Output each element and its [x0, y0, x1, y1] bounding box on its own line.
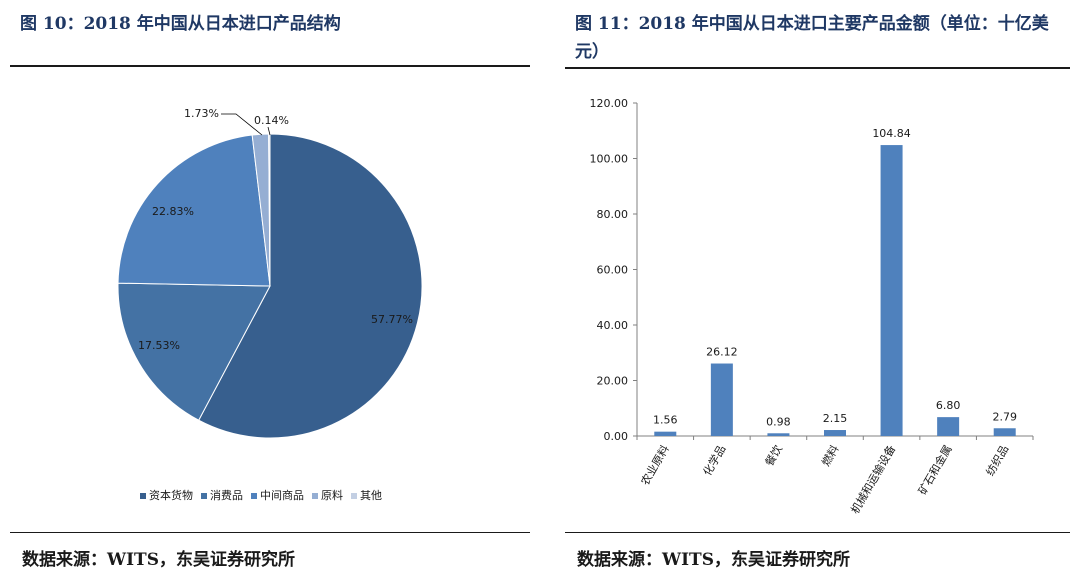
- bar: [767, 433, 790, 436]
- legend-label: 原料: [321, 489, 343, 502]
- legend-label: 消费品: [210, 489, 243, 502]
- legend-item: 中间商品: [251, 487, 304, 503]
- bar-chart: 0.00 20.00 40.00 60.00 80.00 100.00 120.00 1.56…: [590, 97, 1034, 517]
- bar: [880, 145, 903, 436]
- y-tick-label: 60.00: [597, 264, 629, 277]
- source-rule: [10, 532, 530, 533]
- bar: [710, 363, 733, 436]
- bar: [824, 430, 846, 436]
- leader-line: [221, 113, 263, 136]
- pie-data-label: 17.53%: [138, 339, 180, 352]
- pie-data-label: 0.14%: [254, 114, 289, 127]
- y-tick-label: 120.00: [590, 97, 629, 110]
- legend-swatch: [140, 493, 146, 499]
- x-tick-label: 纺织品: [983, 443, 1012, 479]
- legend-swatch: [201, 493, 207, 499]
- bar-value-label: 26.12: [706, 346, 738, 359]
- pie-chart: 57.77% 17.53% 22.83% 1.73% 0.14%: [117, 107, 423, 439]
- pie-slice-2: [117, 282, 271, 421]
- y-tick-label: 80.00: [597, 208, 629, 221]
- leader-line: [267, 126, 271, 136]
- legend-label: 中间商品: [260, 489, 304, 502]
- pie-slice-1: [198, 133, 423, 439]
- x-tick-label: 农业原料: [638, 443, 672, 488]
- pie-data-label: 57.77%: [371, 313, 413, 326]
- title-rule: [565, 67, 1070, 69]
- bar-value-label: 104.84: [872, 127, 911, 140]
- legend-item: 消费品: [201, 487, 243, 503]
- figure-10-title: 图 10：2018 年中国从日本进口产品结构: [20, 14, 341, 34]
- legend-swatch: [312, 493, 318, 499]
- data-source-note: 数据来源：WITS，东吴证券研究所: [577, 550, 850, 570]
- bar: [937, 417, 960, 436]
- title-rule: [10, 65, 530, 67]
- y-tick-label: 40.00: [597, 319, 629, 332]
- legend-swatch: [351, 493, 357, 499]
- legend-item: 其他: [351, 487, 382, 503]
- x-tick-label: 矿石和金属: [915, 443, 955, 498]
- right-figure-panel: 图 11：2018 年中国从日本进口主要产品金额（单位：十亿美元） 0.00 20…: [555, 0, 1080, 576]
- data-source-note: 数据来源：WITS，东吴证券研究所: [22, 550, 295, 570]
- legend-item: 原料: [312, 487, 343, 503]
- y-tick-label: 20.00: [597, 375, 629, 388]
- left-figure-panel: 图 10：2018 年中国从日本进口产品结构 57.77% 17.53% 22.83…: [10, 14, 530, 570]
- pie-data-label: 22.83%: [152, 205, 194, 218]
- x-tick-label: 机械和运输设备: [848, 443, 899, 517]
- pie-legend: 资本货物 消费品 中间商品 原料 其他: [140, 487, 390, 503]
- y-tick-label: 100.00: [590, 153, 629, 166]
- pie-slice-3: [117, 134, 271, 287]
- legend-swatch: [251, 493, 257, 499]
- legend-item: 资本货物: [140, 487, 193, 503]
- bar-value-label: 2.15: [823, 412, 848, 425]
- bar: [654, 431, 677, 436]
- x-tick-label: 餐饮: [762, 443, 785, 469]
- legend-label: 资本货物: [149, 489, 193, 502]
- figure-11-title: 图 11：2018 年中国从日本进口主要产品金额（单位：十亿美元）: [575, 14, 1049, 62]
- y-tick-label: 0.00: [604, 430, 629, 443]
- legend-label: 其他: [360, 489, 382, 502]
- x-tick-label: 燃料: [818, 443, 841, 469]
- bar-value-label: 0.98: [766, 415, 791, 428]
- bar: [993, 428, 1016, 436]
- x-tick-label: 化学品: [700, 443, 729, 479]
- bar-value-label: 2.79: [992, 410, 1017, 423]
- bar-value-label: 1.56: [653, 414, 678, 427]
- pie-data-label: 1.73%: [184, 107, 219, 120]
- source-rule: [565, 532, 1070, 533]
- bar-value-label: 6.80: [936, 399, 961, 412]
